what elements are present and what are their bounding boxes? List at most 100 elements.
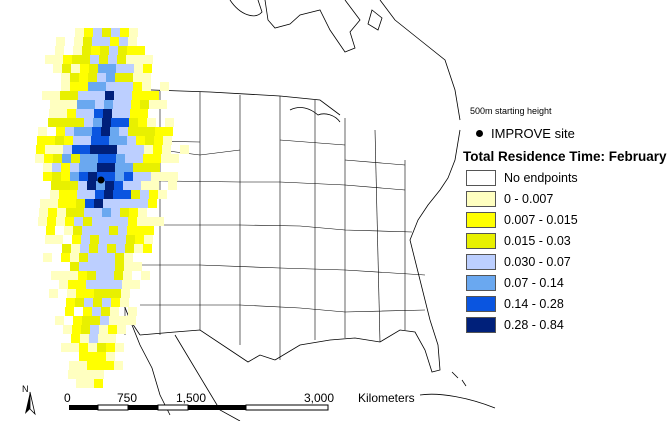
- grid-cell: [102, 208, 111, 217]
- scale-tick-750: 750: [117, 391, 138, 405]
- grid-cell: [135, 145, 144, 154]
- grid-cell: [96, 271, 105, 280]
- grid-cell: [66, 208, 75, 217]
- grid-cell: [59, 280, 68, 289]
- grid-cell: [111, 118, 120, 127]
- grid-cell: [104, 280, 113, 289]
- grid-cell: [64, 136, 73, 145]
- island-north: [367, 9, 383, 31]
- grid-cell: [120, 208, 129, 217]
- grid-cell: [67, 289, 76, 298]
- grid-cell: [65, 217, 74, 226]
- grid-cell: [126, 145, 135, 154]
- grid-cell: [84, 298, 93, 307]
- grid-cell: [152, 154, 161, 163]
- grid-cell: [149, 100, 158, 109]
- grid-cell: [151, 172, 160, 181]
- grid-cell: [87, 361, 96, 370]
- grid-cell: [114, 271, 123, 280]
- grid-cell: [89, 64, 98, 73]
- grid-cell: [48, 208, 57, 217]
- grid-cell: [97, 343, 106, 352]
- grid-cell: [50, 190, 59, 199]
- grid-cell: [129, 28, 138, 37]
- grid-cell: [56, 217, 65, 226]
- grid-cell: [131, 190, 140, 199]
- grid-cell: [106, 253, 115, 262]
- grid-cell: [108, 325, 117, 334]
- grid-cell: [137, 217, 146, 226]
- grid-cell: [86, 100, 95, 109]
- grid-cell: [112, 109, 121, 118]
- grid-cell: [117, 325, 126, 334]
- grid-cell: [106, 352, 115, 361]
- legend-item: 0.14 - 0.28: [466, 296, 564, 312]
- grid-cell: [100, 136, 109, 145]
- grid-cell: [88, 163, 97, 172]
- grid-cell: [71, 64, 80, 73]
- grid-cell: [94, 109, 103, 118]
- grid-cell: [133, 262, 142, 271]
- grid-cell: [68, 190, 77, 199]
- grid-cell: [136, 46, 145, 55]
- grid-cell: [141, 181, 150, 190]
- us-mexico-border: [139, 329, 276, 363]
- grid-cell: [76, 199, 85, 208]
- grid-cell: [46, 136, 55, 145]
- grid-cell: [85, 199, 94, 208]
- grid-cell: [98, 334, 107, 343]
- grid-cell: [72, 145, 81, 154]
- grid-cell: [145, 226, 154, 235]
- grid-cell: [51, 181, 60, 190]
- grid-cell: [105, 181, 114, 190]
- grid-cell: [145, 136, 154, 145]
- grid-cell: [102, 28, 111, 37]
- grid-cell: [55, 46, 64, 55]
- grid-cell: [111, 208, 120, 217]
- grid-cell: [87, 181, 96, 190]
- grid-cell: [124, 82, 133, 91]
- grid-cell: [147, 118, 156, 127]
- grid-cell: [80, 154, 89, 163]
- grid-cell: [35, 154, 44, 163]
- grid-cell: [115, 253, 124, 262]
- grid-cell: [60, 181, 69, 190]
- grid-cell: [92, 217, 101, 226]
- grid-cell: [136, 226, 145, 235]
- grid-cell: [51, 91, 60, 100]
- grid-cell: [63, 145, 72, 154]
- grid-cell: [79, 352, 88, 361]
- grid-cell: [106, 163, 115, 172]
- grid-cell: [59, 100, 68, 109]
- grid-cell: [75, 208, 84, 217]
- grid-cell: [53, 64, 62, 73]
- grid-cell: [142, 163, 151, 172]
- grid-cell: [97, 262, 106, 271]
- grid-cell: [103, 289, 112, 298]
- grid-cell: [57, 118, 66, 127]
- legend-item: 0.07 - 0.14: [466, 275, 564, 291]
- bahamas: [451, 371, 467, 387]
- grid-cell: [125, 64, 134, 73]
- grid-cell: [51, 271, 60, 280]
- grid-cell: [142, 73, 151, 82]
- grid-cell: [61, 172, 70, 181]
- grid-cell: [80, 334, 89, 343]
- grid-cell: [60, 271, 69, 280]
- grid-cell: [128, 307, 137, 316]
- grid-cell: [94, 379, 103, 388]
- grid-cell: [101, 37, 110, 46]
- grid-cell: [123, 91, 132, 100]
- grid-cell: [58, 109, 67, 118]
- grid-cell: [70, 262, 79, 271]
- grid-cell: [124, 262, 133, 271]
- grid-cell: [88, 352, 97, 361]
- legend-swatch: [466, 275, 496, 291]
- grid-cell: [113, 280, 122, 289]
- grid-cell: [133, 73, 142, 82]
- grid-cell: [91, 226, 100, 235]
- grid-cell: [98, 154, 107, 163]
- grid-cell: [98, 244, 107, 253]
- improve-site-marker[interactable]: [97, 176, 105, 184]
